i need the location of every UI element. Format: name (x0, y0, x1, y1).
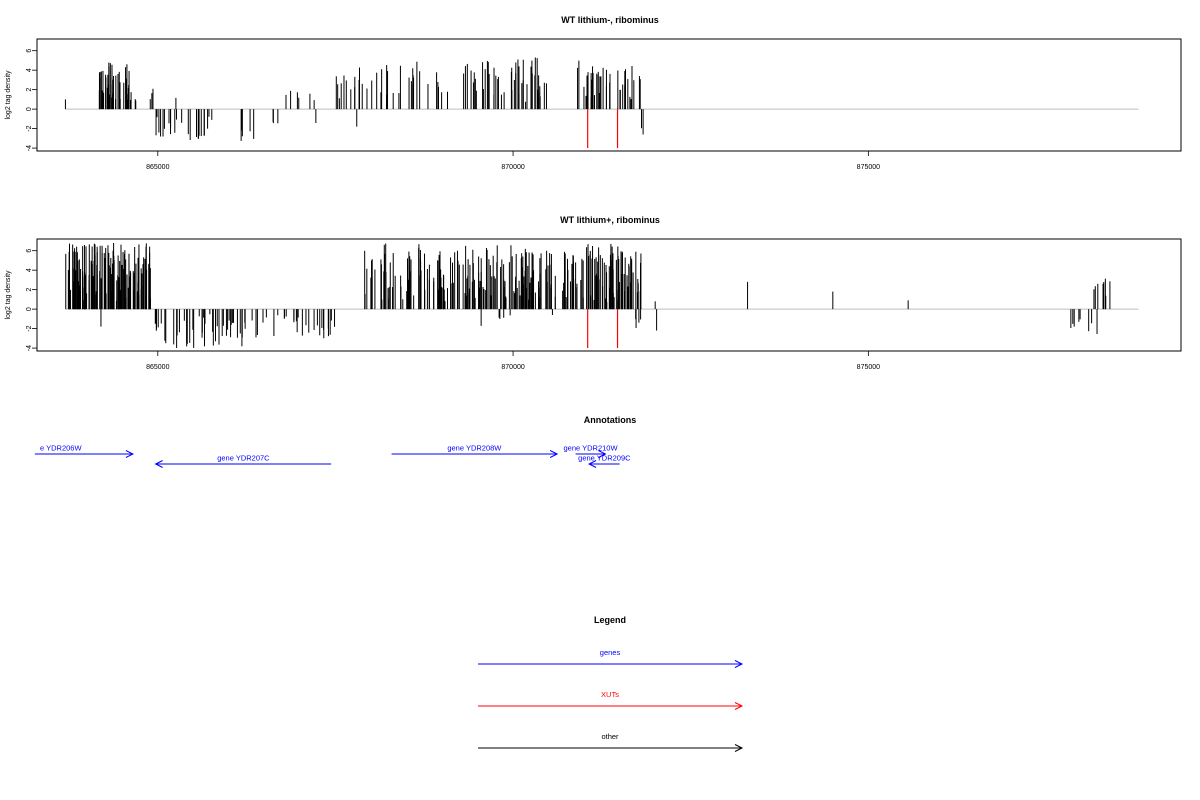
legend-item-arrowhead (734, 744, 744, 752)
gene-arrowhead (154, 460, 163, 468)
panel2-y-tick-label: 4 (26, 268, 33, 272)
panel2-x-tick-label: 875000 (857, 364, 880, 371)
panel1-y-tick-label: -2 (26, 125, 33, 131)
legend-item-label: other (601, 732, 619, 741)
gene-label: gene YDR207C (217, 454, 270, 463)
gene-label: e YDR206W (40, 444, 82, 453)
panel1-x-tick-label: 865000 (146, 164, 169, 171)
panel2-y-axis-label: log2 tag density (5, 270, 12, 320)
panel1-y-axis-label: log2 tag density (5, 70, 12, 120)
legend-title: Legend (594, 615, 626, 625)
legend-item-label: XUTs (601, 690, 619, 699)
panel1-x-tick-label: 875000 (857, 164, 880, 171)
gene-label: gene YDR210W (563, 444, 618, 453)
panel2-plot-frame (36, 238, 1182, 352)
panel2-y-tick-label: 6 (26, 249, 33, 253)
panel2-y-tick-label: 0 (26, 307, 33, 311)
legend-item-arrowhead (734, 702, 744, 710)
gene-arrowhead (587, 460, 597, 468)
legend-item-arrowhead (734, 660, 744, 668)
panel1-y-tick-label: 4 (26, 68, 33, 72)
gene-arrowhead (598, 450, 607, 458)
panel1-title: WT lithium-, ribominus (561, 15, 659, 25)
annotations-title: Annotations (584, 415, 637, 425)
panel1-y-tick-label: -4 (26, 145, 33, 151)
panel1-y-tick-label: 0 (26, 107, 33, 111)
legend-item-label: genes (600, 648, 621, 657)
panel1-y-tick-label: 2 (26, 88, 33, 92)
panel1-x-tick-label: 870000 (501, 164, 524, 171)
gene-label: gene YDR209C (578, 454, 631, 463)
panel2-y-tick-label: -4 (26, 345, 33, 351)
panel1-y-tick-label: 6 (26, 49, 33, 53)
panel2-y-tick-label: -2 (26, 325, 33, 331)
gene-arrowhead (549, 450, 559, 458)
panel1-plot-frame (36, 38, 1182, 152)
gene-label: gene YDR208W (447, 444, 502, 453)
panel2-x-tick-label: 865000 (146, 364, 169, 371)
panel2-y-tick-label: 2 (26, 288, 33, 292)
panel2-x-tick-label: 870000 (501, 364, 524, 371)
panel2-title: WT lithium+, ribominus (560, 215, 660, 225)
gene-arrowhead (125, 450, 135, 458)
